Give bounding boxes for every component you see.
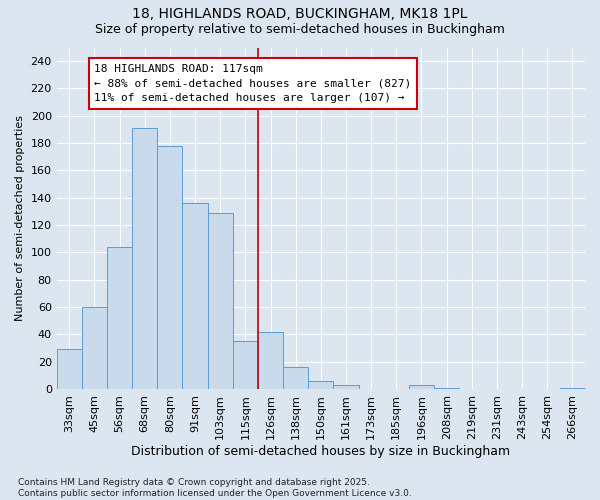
Bar <box>560 388 585 389</box>
Bar <box>82 307 107 389</box>
Bar <box>308 381 334 389</box>
Text: Contains HM Land Registry data © Crown copyright and database right 2025.
Contai: Contains HM Land Registry data © Crown c… <box>18 478 412 498</box>
Text: 18, HIGHLANDS ROAD, BUCKINGHAM, MK18 1PL: 18, HIGHLANDS ROAD, BUCKINGHAM, MK18 1PL <box>132 8 468 22</box>
Text: 18 HIGHLANDS ROAD: 117sqm
← 88% of semi-detached houses are smaller (827)
11% of: 18 HIGHLANDS ROAD: 117sqm ← 88% of semi-… <box>94 64 412 104</box>
Bar <box>132 128 157 389</box>
Bar <box>283 367 308 389</box>
Bar <box>56 350 82 389</box>
Bar <box>334 385 359 389</box>
Bar <box>182 204 208 389</box>
Bar <box>157 146 182 389</box>
Bar <box>208 213 233 389</box>
Bar <box>233 342 258 389</box>
Y-axis label: Number of semi-detached properties: Number of semi-detached properties <box>15 116 25 322</box>
Bar <box>107 247 132 389</box>
Text: Size of property relative to semi-detached houses in Buckingham: Size of property relative to semi-detach… <box>95 22 505 36</box>
Bar <box>409 385 434 389</box>
Bar <box>258 332 283 389</box>
X-axis label: Distribution of semi-detached houses by size in Buckingham: Distribution of semi-detached houses by … <box>131 444 511 458</box>
Bar <box>434 388 459 389</box>
